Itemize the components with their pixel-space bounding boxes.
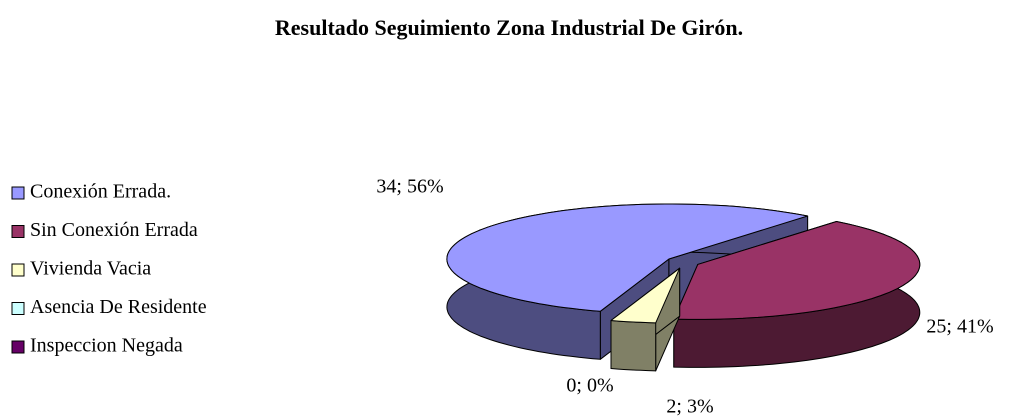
data-label: 25; 41% xyxy=(926,316,993,338)
data-label: 34; 56% xyxy=(376,176,443,198)
legend-label: Conexión Errada. xyxy=(30,181,171,203)
legend-label: Inspeccion Negada xyxy=(30,335,183,357)
slice-wall xyxy=(610,320,657,372)
legend-swatch xyxy=(11,225,25,238)
legend-swatch xyxy=(11,340,25,354)
legend-swatch xyxy=(11,302,25,315)
data-label: 2; 3% xyxy=(666,396,713,418)
legend-label: Vivienda Vacia xyxy=(30,258,151,280)
data-label: 0; 0% xyxy=(566,375,613,397)
legend-swatch xyxy=(11,186,25,200)
legend-label: Sin Conexión Errada xyxy=(30,219,198,241)
pie-slice xyxy=(673,221,921,320)
pie-slice xyxy=(610,267,681,324)
legend-swatch xyxy=(11,263,25,277)
legend-label: Asencia De Residente xyxy=(30,296,207,318)
pie-slice xyxy=(446,203,809,312)
chart-title: Resultado Seguimiento Zona Industrial De… xyxy=(275,15,743,40)
